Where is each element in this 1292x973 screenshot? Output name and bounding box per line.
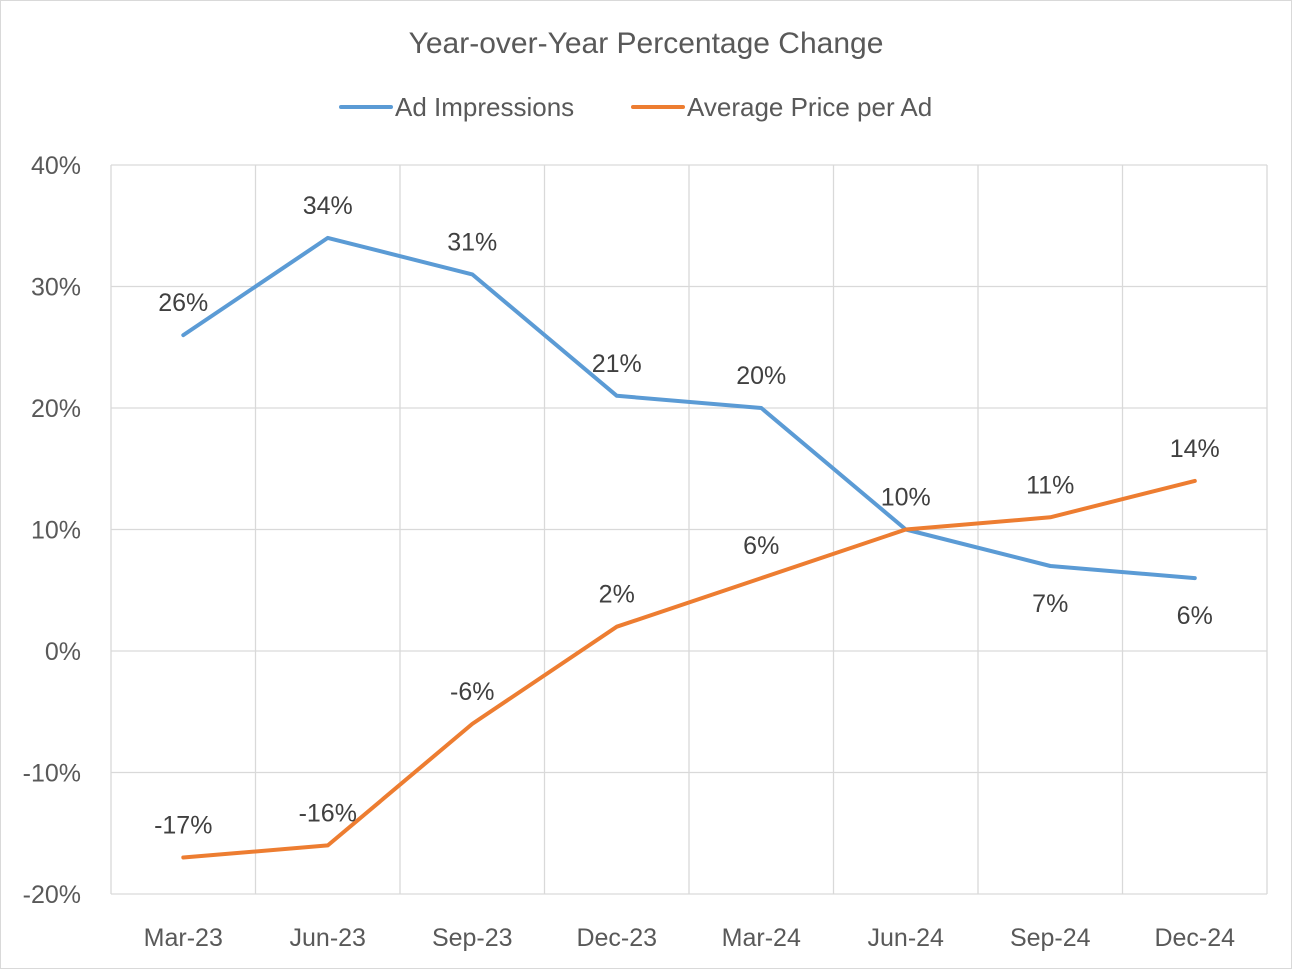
data-label: 14% [1170, 435, 1220, 463]
data-label: -16% [299, 799, 357, 827]
legend-label: Ad Impressions [395, 92, 574, 122]
y-tick-label: -10% [23, 760, 81, 788]
data-label: 6% [1177, 602, 1213, 630]
data-label: -6% [450, 678, 494, 706]
x-tick-label: Sep-24 [1010, 924, 1091, 952]
data-label: 10% [881, 484, 931, 512]
gridlines [110, 164, 1268, 895]
series-line [181, 235, 1197, 581]
x-axis: Mar-23 Jun-23 Sep-23 Dec-23 Mar-24 Jun-24 Sep-… [144, 924, 1235, 952]
series-layer [181, 235, 1197, 860]
y-tick-label: 0% [45, 638, 81, 666]
data-label: 31% [447, 228, 497, 256]
x-tick-label: Jun-24 [868, 924, 945, 952]
y-tick-label: -20% [23, 881, 81, 909]
data-labels: 26% 34% 31% 21% 20% 10% 7% 6% -17% -16% -6% 2% 6% 11%… [154, 192, 1220, 840]
series-line [181, 478, 1197, 860]
data-label: 11% [1026, 471, 1074, 499]
y-tick-label: 20% [31, 395, 81, 423]
x-tick-label: Mar-24 [722, 924, 801, 952]
x-tick-label: Jun-23 [290, 924, 366, 952]
x-tick-label: Sep-23 [432, 924, 513, 952]
y-tick-label: 40% [31, 152, 81, 180]
data-label: 6% [743, 532, 779, 560]
data-label: 7% [1032, 590, 1068, 618]
data-label: 21% [592, 350, 642, 378]
x-tick-label: Dec-23 [576, 924, 657, 952]
data-label: 34% [303, 192, 353, 220]
x-tick-label: Mar-23 [144, 924, 223, 952]
y-axis: -20% -10% 0% 10% 20% 30% 40% [23, 152, 81, 909]
y-tick-label: 10% [31, 517, 81, 545]
data-label: -17% [154, 812, 212, 840]
data-label: 26% [158, 289, 208, 317]
chart-title: Year-over-Year Percentage Change [409, 27, 884, 60]
data-label: 20% [736, 362, 786, 390]
data-label: 2% [599, 581, 635, 609]
legend-label: Average Price per Ad [687, 92, 932, 122]
y-tick-label: 30% [31, 274, 81, 302]
x-tick-label: Dec-24 [1154, 924, 1235, 952]
legend: Ad Impressions Average Price per Ad [339, 92, 932, 122]
